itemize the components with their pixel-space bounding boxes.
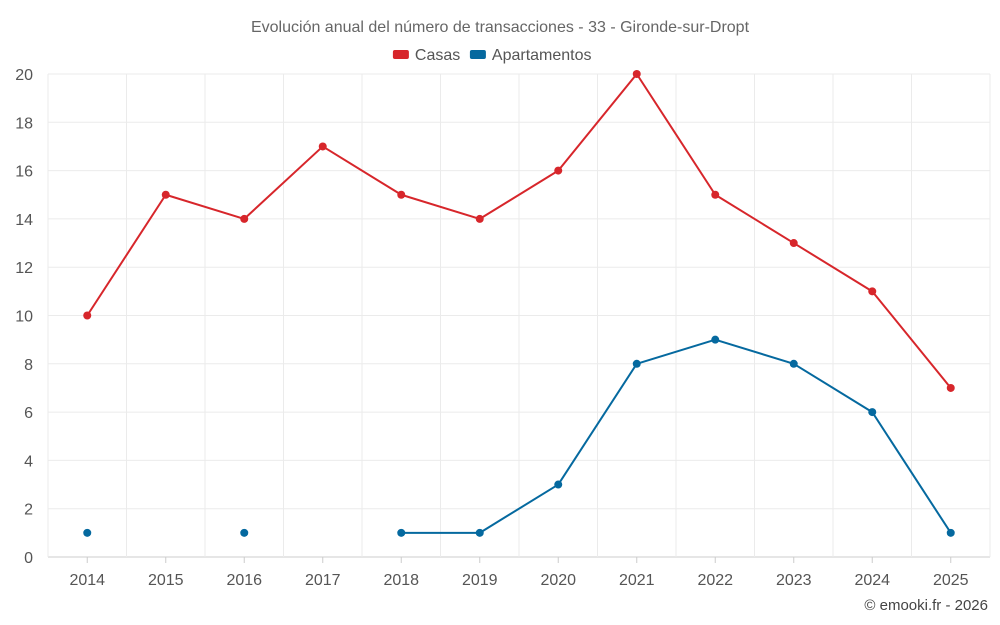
y-tick-label: 4	[24, 453, 33, 470]
x-tick-label: 2020	[540, 572, 576, 589]
legend: Casas Apartamentos	[392, 47, 592, 64]
data-point-apartamentos	[240, 528, 249, 537]
data-point-casas	[632, 70, 641, 78]
data-point-casas	[946, 383, 955, 392]
y-tick-label: 2	[24, 502, 33, 519]
x-tick-label: 2015	[148, 572, 184, 589]
legend-item-casas: Casas	[392, 47, 460, 64]
y-tick-label: 16	[15, 164, 33, 181]
data-point-apartamentos	[83, 528, 92, 537]
data-point-casas	[868, 287, 877, 296]
data-point-apartamentos	[554, 480, 563, 489]
data-point-casas	[711, 190, 720, 199]
y-tick-label: 20	[15, 67, 33, 84]
x-tick-label: 2021	[619, 572, 655, 589]
data-point-apartamentos	[789, 359, 798, 368]
x-tick-label: 2019	[462, 572, 498, 589]
data-point-casas	[475, 214, 484, 223]
data-point-apartamentos	[711, 335, 720, 344]
x-tick-label: 2023	[776, 572, 812, 589]
chart-title: Evolución anual del número de transaccio…	[251, 19, 750, 36]
legend-item-apartamentos: Apartamentos	[469, 47, 592, 64]
x-tick-label: 2014	[69, 572, 105, 589]
data-point-apartamentos	[868, 408, 877, 417]
legend-swatch	[392, 50, 409, 59]
series-casas	[83, 70, 955, 392]
credit-text: © emooki.fr - 2026	[864, 597, 988, 614]
x-tick-label: 2016	[226, 572, 262, 589]
legend-label: Apartamentos	[492, 47, 592, 64]
data-point-apartamentos	[632, 359, 641, 368]
data-point-casas	[161, 190, 170, 199]
series-group	[83, 70, 955, 537]
y-tick-label: 8	[24, 357, 33, 374]
x-tick-label: 2024	[854, 572, 890, 589]
x-tick-label: 2022	[697, 572, 733, 589]
series-line-apartamentos	[401, 338, 952, 534]
data-point-apartamentos	[946, 528, 955, 537]
y-tick-label: 18	[15, 115, 33, 132]
y-tick-label: 10	[15, 309, 33, 326]
x-axis: 2014 2015 2016 2017 2018 2019 2020 2021 2022 2023…	[69, 557, 969, 589]
data-point-apartamentos	[475, 528, 484, 537]
data-point-apartamentos	[397, 528, 406, 537]
legend-label: Casas	[415, 47, 460, 64]
grid	[47, 73, 991, 558]
y-tick-label: 12	[15, 260, 33, 277]
y-axis: 0 2 4 6 8 10 12 14 16 18 20	[15, 67, 33, 567]
data-point-casas	[240, 214, 249, 223]
data-point-casas	[789, 239, 798, 248]
series-apartamentos	[83, 335, 955, 537]
x-tick-label: 2018	[383, 572, 419, 589]
x-tick-label: 2025	[933, 572, 969, 589]
data-point-casas	[554, 166, 563, 175]
series-line-casas	[86, 73, 952, 389]
y-tick-label: 14	[15, 212, 33, 229]
x-tick-label: 2017	[305, 572, 341, 589]
data-point-casas	[83, 311, 92, 320]
legend-swatch	[469, 50, 486, 59]
data-point-casas	[397, 190, 406, 199]
data-point-casas	[318, 142, 327, 151]
y-tick-label: 0	[24, 550, 33, 567]
y-tick-label: 6	[24, 405, 33, 422]
